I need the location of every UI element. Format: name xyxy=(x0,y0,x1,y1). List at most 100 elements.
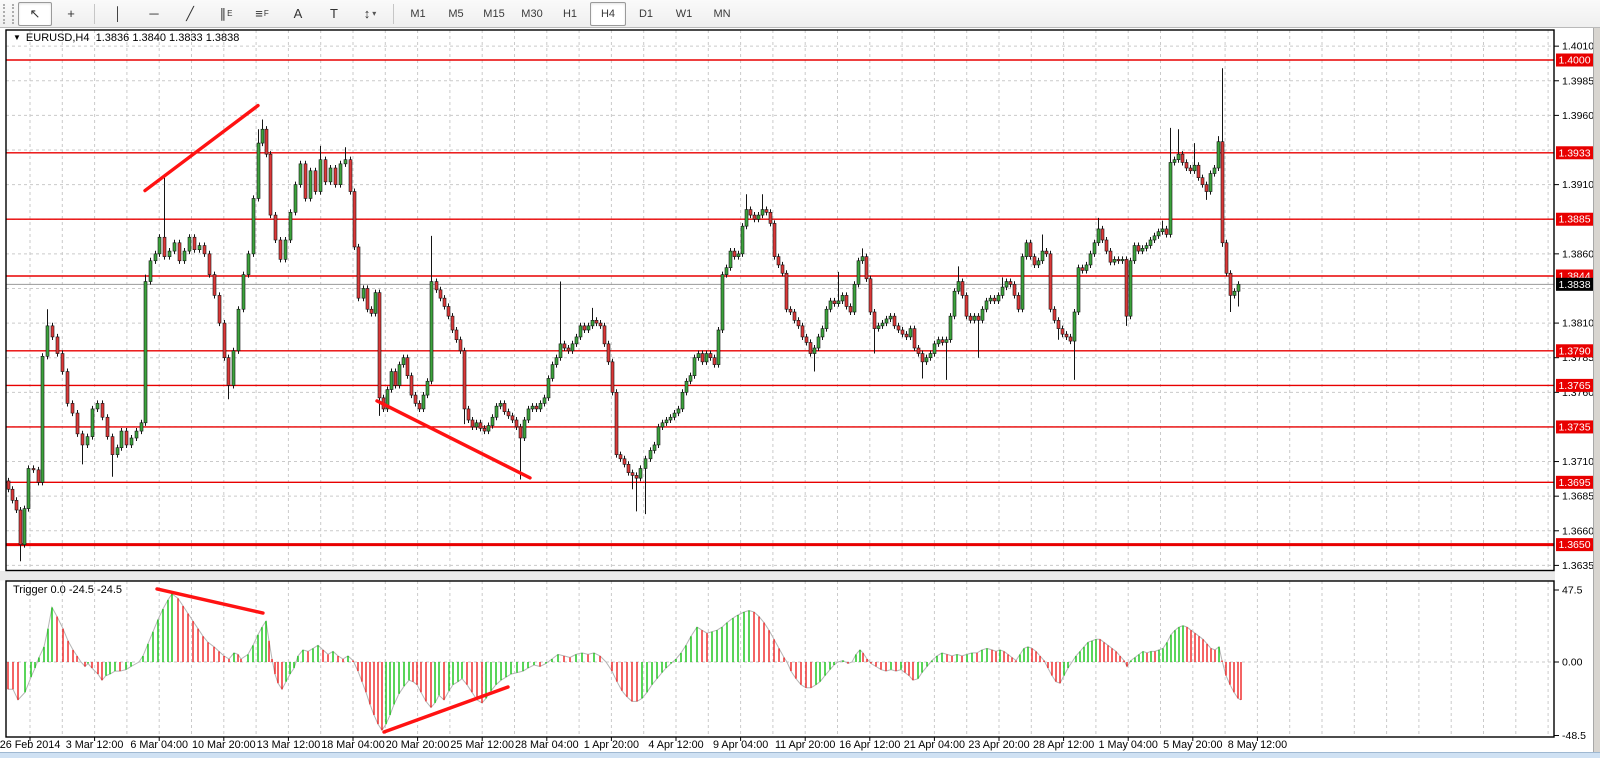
horizontal-line-tool-button[interactable]: ─ xyxy=(137,2,171,26)
crosshair-tool-button[interactable]: + xyxy=(54,2,88,26)
svg-text:1.3765: 1.3765 xyxy=(1558,380,1590,392)
svg-text:5 May 20:00: 5 May 20:00 xyxy=(1163,739,1222,751)
crosshair-icon: + xyxy=(67,6,75,21)
svg-text:47.5: 47.5 xyxy=(1562,584,1583,596)
chart-title: ▼ EURUSD,H4 1.3836 1.3840 1.3833 1.3838 xyxy=(13,32,239,44)
chart-title-ohlc: 1.3836 1.3840 1.3833 1.3838 xyxy=(95,32,240,44)
chart-area[interactable]: 1.4010 1.3985 1.3960 1.3910 1.3860 1.3810 1.37… xyxy=(0,28,1600,758)
fibonacci-tool-button[interactable]: ≡ F xyxy=(245,2,279,26)
svg-text:16 Apr 12:00: 16 Apr 12:00 xyxy=(839,739,900,751)
svg-text:1.3685: 1.3685 xyxy=(1562,491,1594,503)
horizontal-line-icon: ─ xyxy=(149,6,159,21)
panel-frames xyxy=(5,29,1555,738)
indicator-envelope xyxy=(8,593,1242,732)
grid-vertical xyxy=(29,30,1549,737)
svg-text:0.00: 0.00 xyxy=(1562,657,1583,669)
channel-tool-button[interactable]: ∥ E xyxy=(209,2,243,26)
indicator-histogram xyxy=(7,593,1242,731)
window-right-edge xyxy=(1593,28,1600,752)
arrows-tool-button[interactable]: ↕ ▾ xyxy=(353,2,387,26)
svg-text:1 May 04:00: 1 May 04:00 xyxy=(1098,739,1157,751)
chart-canvas[interactable]: 1.4010 1.3985 1.3960 1.3910 1.3860 1.3810 1.37… xyxy=(0,28,1600,758)
svg-text:1.4010: 1.4010 xyxy=(1562,41,1594,53)
trendline-icon: ╱ xyxy=(186,5,194,21)
svg-text:20 Mar 20:00: 20 Mar 20:00 xyxy=(386,739,450,751)
svg-text:23 Apr 20:00: 23 Apr 20:00 xyxy=(968,739,1029,751)
toolbar-separator xyxy=(393,3,394,24)
toolbar-separator xyxy=(94,3,95,24)
svg-text:1.3860: 1.3860 xyxy=(1562,248,1594,260)
svg-text:1.3933: 1.3933 xyxy=(1558,147,1590,159)
svg-text:1.3910: 1.3910 xyxy=(1562,179,1594,191)
svg-text:1.3810: 1.3810 xyxy=(1562,318,1594,330)
svg-text:21 Apr 04:00: 21 Apr 04:00 xyxy=(904,739,965,751)
cursor-icon: ↖ xyxy=(29,5,41,21)
svg-text:1.4000: 1.4000 xyxy=(1558,55,1590,67)
timeframe-h4-button[interactable]: H4 xyxy=(590,1,626,26)
svg-text:6 Mar 04:00: 6 Mar 04:00 xyxy=(130,739,188,751)
vertical-line-icon: │ xyxy=(113,6,123,21)
timeframe-m1-button[interactable]: M1 xyxy=(410,7,426,20)
svg-text:26 Feb 2014: 26 Feb 2014 xyxy=(0,739,60,751)
support-resistance-lines xyxy=(6,59,1554,547)
toolbar-grip[interactable] xyxy=(3,3,14,24)
svg-text:1.3735: 1.3735 xyxy=(1558,421,1590,433)
candles-layer xyxy=(6,68,1241,562)
text-label-tool-button[interactable]: T xyxy=(317,2,351,26)
svg-text:1.3838: 1.3838 xyxy=(1558,279,1590,291)
arrows-icon: ↕ xyxy=(363,6,371,21)
channel-icon-sub: E xyxy=(227,9,233,18)
date-axis: 26 Feb 2014 3 Mar 12:00 6 Mar 04:00 10 Mar … xyxy=(0,737,1287,751)
chart-dropdown-icon[interactable]: ▼ xyxy=(13,33,21,42)
indicator-axis: 47.5 0.00 -48.5 xyxy=(1554,584,1586,742)
svg-text:1.3790: 1.3790 xyxy=(1558,345,1590,357)
svg-text:4 Apr 12:00: 4 Apr 12:00 xyxy=(648,739,703,751)
svg-text:18 Mar 04:00: 18 Mar 04:00 xyxy=(321,739,385,751)
svg-text:28 Mar 04:00: 28 Mar 04:00 xyxy=(515,739,579,751)
fibonacci-icon-sub: F xyxy=(263,9,269,18)
price-axis: 1.4010 1.3985 1.3960 1.3910 1.3860 1.3810 1.37… xyxy=(1554,28,1594,758)
svg-text:3 Mar 12:00: 3 Mar 12:00 xyxy=(66,739,124,751)
timeframe-mn-button[interactable]: MN xyxy=(713,7,731,20)
panel-backgrounds xyxy=(0,28,1600,758)
vertical-line-tool-button[interactable]: │ xyxy=(101,2,135,26)
svg-text:1.3710: 1.3710 xyxy=(1562,456,1594,468)
channel-icon: ∥ xyxy=(219,5,227,21)
svg-text:11 Apr 20:00: 11 Apr 20:00 xyxy=(775,739,835,751)
toolbar: ↖ + │ ─ ╱ ∥ E ≡ F A T ↕ ▾ M1 M5 M15 M30 H1 … xyxy=(0,0,1600,28)
svg-text:1.3635: 1.3635 xyxy=(1562,560,1594,572)
chevron-down-icon: ▾ xyxy=(372,9,377,18)
timeframe-w1-button[interactable]: W1 xyxy=(675,7,693,20)
svg-text:25 Mar 12:00: 25 Mar 12:00 xyxy=(450,739,514,751)
svg-text:1.3695: 1.3695 xyxy=(1558,477,1590,489)
text-tool-button[interactable]: A xyxy=(281,2,315,26)
svg-text:13 Mar 12:00: 13 Mar 12:00 xyxy=(257,739,321,751)
svg-text:1.3885: 1.3885 xyxy=(1558,214,1590,226)
svg-text:10 Mar 20:00: 10 Mar 20:00 xyxy=(192,739,256,751)
timeframe-d1-button[interactable]: D1 xyxy=(638,7,654,20)
svg-text:8 May 12:00: 8 May 12:00 xyxy=(1228,739,1287,751)
svg-text:1.3660: 1.3660 xyxy=(1562,525,1594,537)
timeframe-h1-button[interactable]: H1 xyxy=(562,7,578,20)
indicator-label: Trigger 0.0 -24.5 -24.5 xyxy=(13,584,123,596)
cursor-tool-button[interactable]: ↖ xyxy=(18,1,52,26)
trendline-tool-button[interactable]: ╱ xyxy=(173,2,207,26)
svg-text:28 Apr 12:00: 28 Apr 12:00 xyxy=(1033,739,1094,751)
timeframe-m30-button[interactable]: M30 xyxy=(521,7,543,20)
svg-text:1.3650: 1.3650 xyxy=(1558,539,1590,551)
fibonacci-icon: ≡ xyxy=(255,6,263,21)
timeframe-m15-button[interactable]: M15 xyxy=(483,7,505,20)
svg-text:1.3960: 1.3960 xyxy=(1562,110,1594,122)
svg-text:-48.5: -48.5 xyxy=(1562,730,1586,742)
chart-title-symbol: EURUSD,H4 xyxy=(25,32,90,44)
timeframe-m5-button[interactable]: M5 xyxy=(448,7,464,20)
indicator-trendlines xyxy=(155,587,510,734)
svg-text:1 Apr 20:00: 1 Apr 20:00 xyxy=(584,739,639,751)
text-icon: A xyxy=(293,6,303,21)
price-trendlines xyxy=(143,103,532,480)
window-bottom-edge xyxy=(0,752,1600,758)
svg-text:9 Apr 04:00: 9 Apr 04:00 xyxy=(713,739,768,751)
svg-text:1.3985: 1.3985 xyxy=(1562,75,1594,87)
text-label-icon: T xyxy=(330,6,338,21)
